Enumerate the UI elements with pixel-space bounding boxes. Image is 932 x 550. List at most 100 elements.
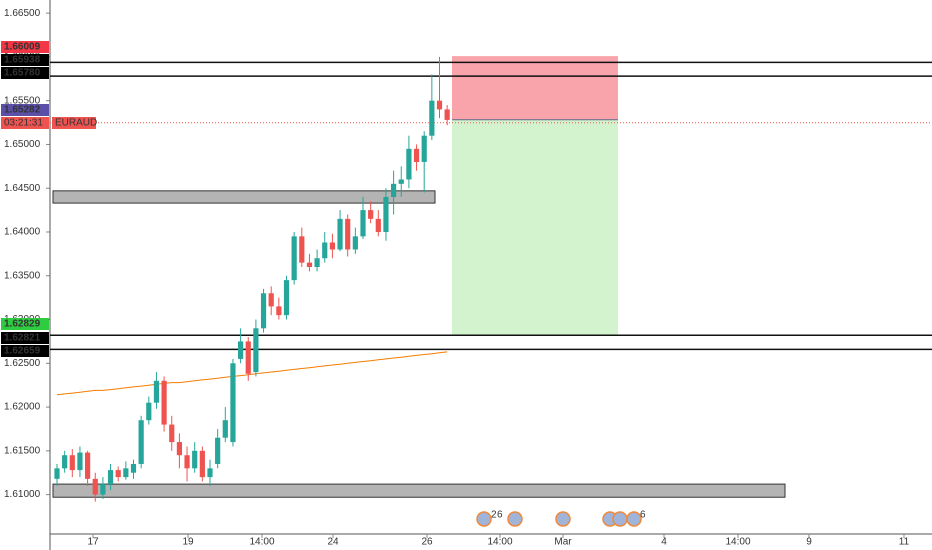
symbol-label: EURAUD [55, 118, 97, 129]
candle-body [138, 420, 144, 464]
candle-body [77, 452, 83, 471]
candle-body [291, 236, 297, 281]
candle-body [398, 179, 404, 184]
y-tick-label: 1.61500 [4, 445, 41, 456]
candle-body [429, 100, 435, 136]
y-tick-label: 1.63500 [4, 270, 41, 281]
y-tick-label: 1.64500 [4, 183, 41, 194]
candle-body [115, 470, 121, 478]
y-tick-label: 1.61000 [4, 489, 41, 500]
event-icon [612, 511, 628, 527]
candle-body [107, 470, 114, 485]
candle-body [130, 463, 137, 473]
candle-body [245, 341, 251, 374]
candle-body [199, 450, 205, 478]
candle-body [146, 402, 152, 421]
event-icon [507, 511, 523, 527]
candle-body [345, 218, 351, 250]
x-tick-label: 26 [421, 537, 433, 548]
candle-body [421, 135, 427, 162]
event-icon [476, 511, 492, 527]
price-label-box [1, 345, 49, 357]
candle-body [85, 452, 91, 479]
candle-body [169, 424, 175, 443]
candle-body [314, 258, 320, 267]
candle-body [192, 450, 198, 469]
candle-body [207, 468, 213, 478]
symbol-box [52, 117, 96, 129]
price-label-box [1, 41, 49, 53]
x-tick-label: Mar [554, 537, 572, 548]
candle-body [176, 442, 182, 456]
price-label-box [1, 332, 49, 344]
moving-average [56, 351, 448, 396]
candle-body [238, 341, 244, 359]
x-tick-label: 4 [661, 537, 667, 548]
event-icon [626, 511, 642, 527]
candle-body [383, 196, 389, 232]
price-label-box [1, 67, 49, 79]
candle-body [413, 148, 420, 162]
candle-body [62, 455, 68, 469]
candle-body [215, 437, 221, 464]
y-tick-label: 1.65500 [4, 95, 41, 106]
x-tick-label: 17 [87, 537, 99, 548]
y-tick-label: 1.65000 [4, 139, 41, 150]
candle-body [406, 148, 412, 180]
price-label-box [1, 104, 49, 116]
candle-body [153, 380, 160, 403]
stop-zone [452, 56, 618, 120]
countdown: 03:21:31 [4, 118, 43, 129]
x-tick-label: 11 [899, 537, 910, 548]
candle-body [230, 363, 236, 443]
event-icon [555, 511, 571, 527]
y-tick-label: 1.64000 [4, 227, 41, 238]
price-label: 1.65780 [4, 68, 41, 79]
gray-zone [52, 483, 786, 498]
candle-body [161, 380, 167, 425]
y-tick-label: 1.62500 [4, 358, 41, 369]
candle-body [444, 109, 450, 120]
x-tick-label: 24 [327, 537, 339, 548]
candle-body [337, 218, 343, 250]
event-count: 2 [491, 510, 497, 521]
candle-body [299, 236, 305, 263]
candle-body [92, 478, 98, 495]
target-zone [452, 119, 618, 335]
candle-body [123, 468, 129, 478]
candle-body [391, 183, 397, 197]
candle-body [100, 484, 106, 495]
candle-body [260, 293, 267, 329]
candle-body [322, 242, 328, 259]
candle-body [253, 328, 259, 373]
x-tick-label: 14:00 [725, 537, 750, 548]
candle-body [368, 210, 374, 219]
candle-body [352, 236, 358, 250]
event-count: 6 [497, 510, 503, 521]
price-label: 1.62829 [4, 319, 41, 330]
price-label: 1.62659 [4, 346, 41, 357]
candle-body [54, 468, 60, 479]
candle-body [222, 420, 228, 438]
countdown-box [1, 117, 49, 129]
candle-body [283, 280, 290, 316]
candle-body [276, 306, 282, 316]
y-tick-label: 1.66500 [4, 8, 41, 19]
price-label-box [1, 54, 49, 66]
candle-body [436, 100, 443, 110]
y-tick-label: 1.62000 [4, 402, 41, 413]
event-count: 6 [640, 510, 646, 521]
x-tick-label: 14:00 [487, 537, 512, 548]
price-label-box [1, 318, 49, 330]
x-tick-label: 9 [806, 537, 812, 548]
candle-body [306, 262, 313, 267]
price-label: 1.66009 [4, 42, 41, 53]
candle-body [268, 293, 274, 307]
candle-body [375, 218, 381, 232]
candle-body [69, 455, 75, 471]
x-tick-label: 14:00 [249, 537, 274, 548]
price-label: 1.65938 [4, 55, 41, 66]
x-tick-label: 19 [182, 537, 194, 548]
